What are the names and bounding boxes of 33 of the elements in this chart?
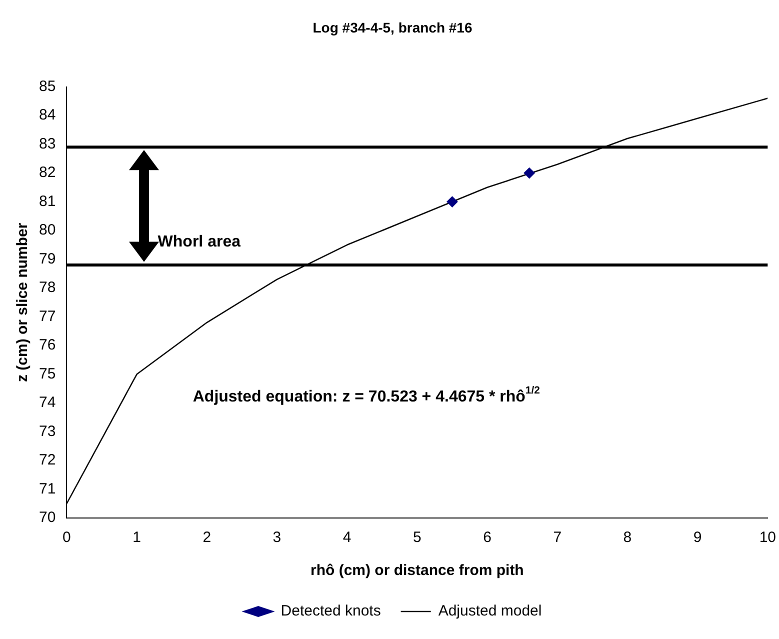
annotation: Whorl area <box>158 233 241 250</box>
y-tick-label: 77 <box>38 308 56 325</box>
x-tick-label: 9 <box>693 529 702 546</box>
x-tick-label: 4 <box>342 529 352 546</box>
y-tick-label: 79 <box>38 250 56 268</box>
x-axis-title: rhô (cm) or distance from pith <box>310 562 524 580</box>
y-tick-label: 73 <box>38 422 56 440</box>
x-tick-label: 1 <box>132 529 141 546</box>
y-tick-label: 76 <box>38 336 56 354</box>
legend-label: Detected knots <box>280 602 381 620</box>
y-axis-title: z (cm) or slice number <box>14 222 32 382</box>
y-tick-label: 84 <box>38 106 56 124</box>
y-tick-label: 70 <box>38 509 56 526</box>
y-tick-label: 74 <box>38 394 56 412</box>
y-tick-label: 82 <box>38 164 56 182</box>
x-tick-label: 3 <box>272 529 282 546</box>
y-tick-label: 83 <box>38 135 56 152</box>
x-tick-label: 7 <box>553 529 562 546</box>
y-tick-label: 72 <box>38 452 56 469</box>
x-tick-label: 2 <box>202 529 212 546</box>
y-tick-label: 81 <box>38 192 56 210</box>
x-tick-label: 5 <box>413 529 422 546</box>
y-tick-label: 80 <box>38 222 56 239</box>
y-tick-label: 71 <box>38 480 56 498</box>
x-tick-label: 8 <box>623 529 632 546</box>
x-tick-label: 6 <box>483 529 492 546</box>
y-tick-label: 85 <box>38 78 56 95</box>
y-tick-label: 75 <box>38 365 56 382</box>
y-tick-label: 78 <box>38 279 56 296</box>
legend-label: Adjusted model <box>438 602 542 620</box>
chart-title: Log #34-4-5, branch #16 <box>312 19 472 36</box>
x-tick-label: 10 <box>759 529 776 546</box>
x-tick-label: 0 <box>62 529 71 546</box>
